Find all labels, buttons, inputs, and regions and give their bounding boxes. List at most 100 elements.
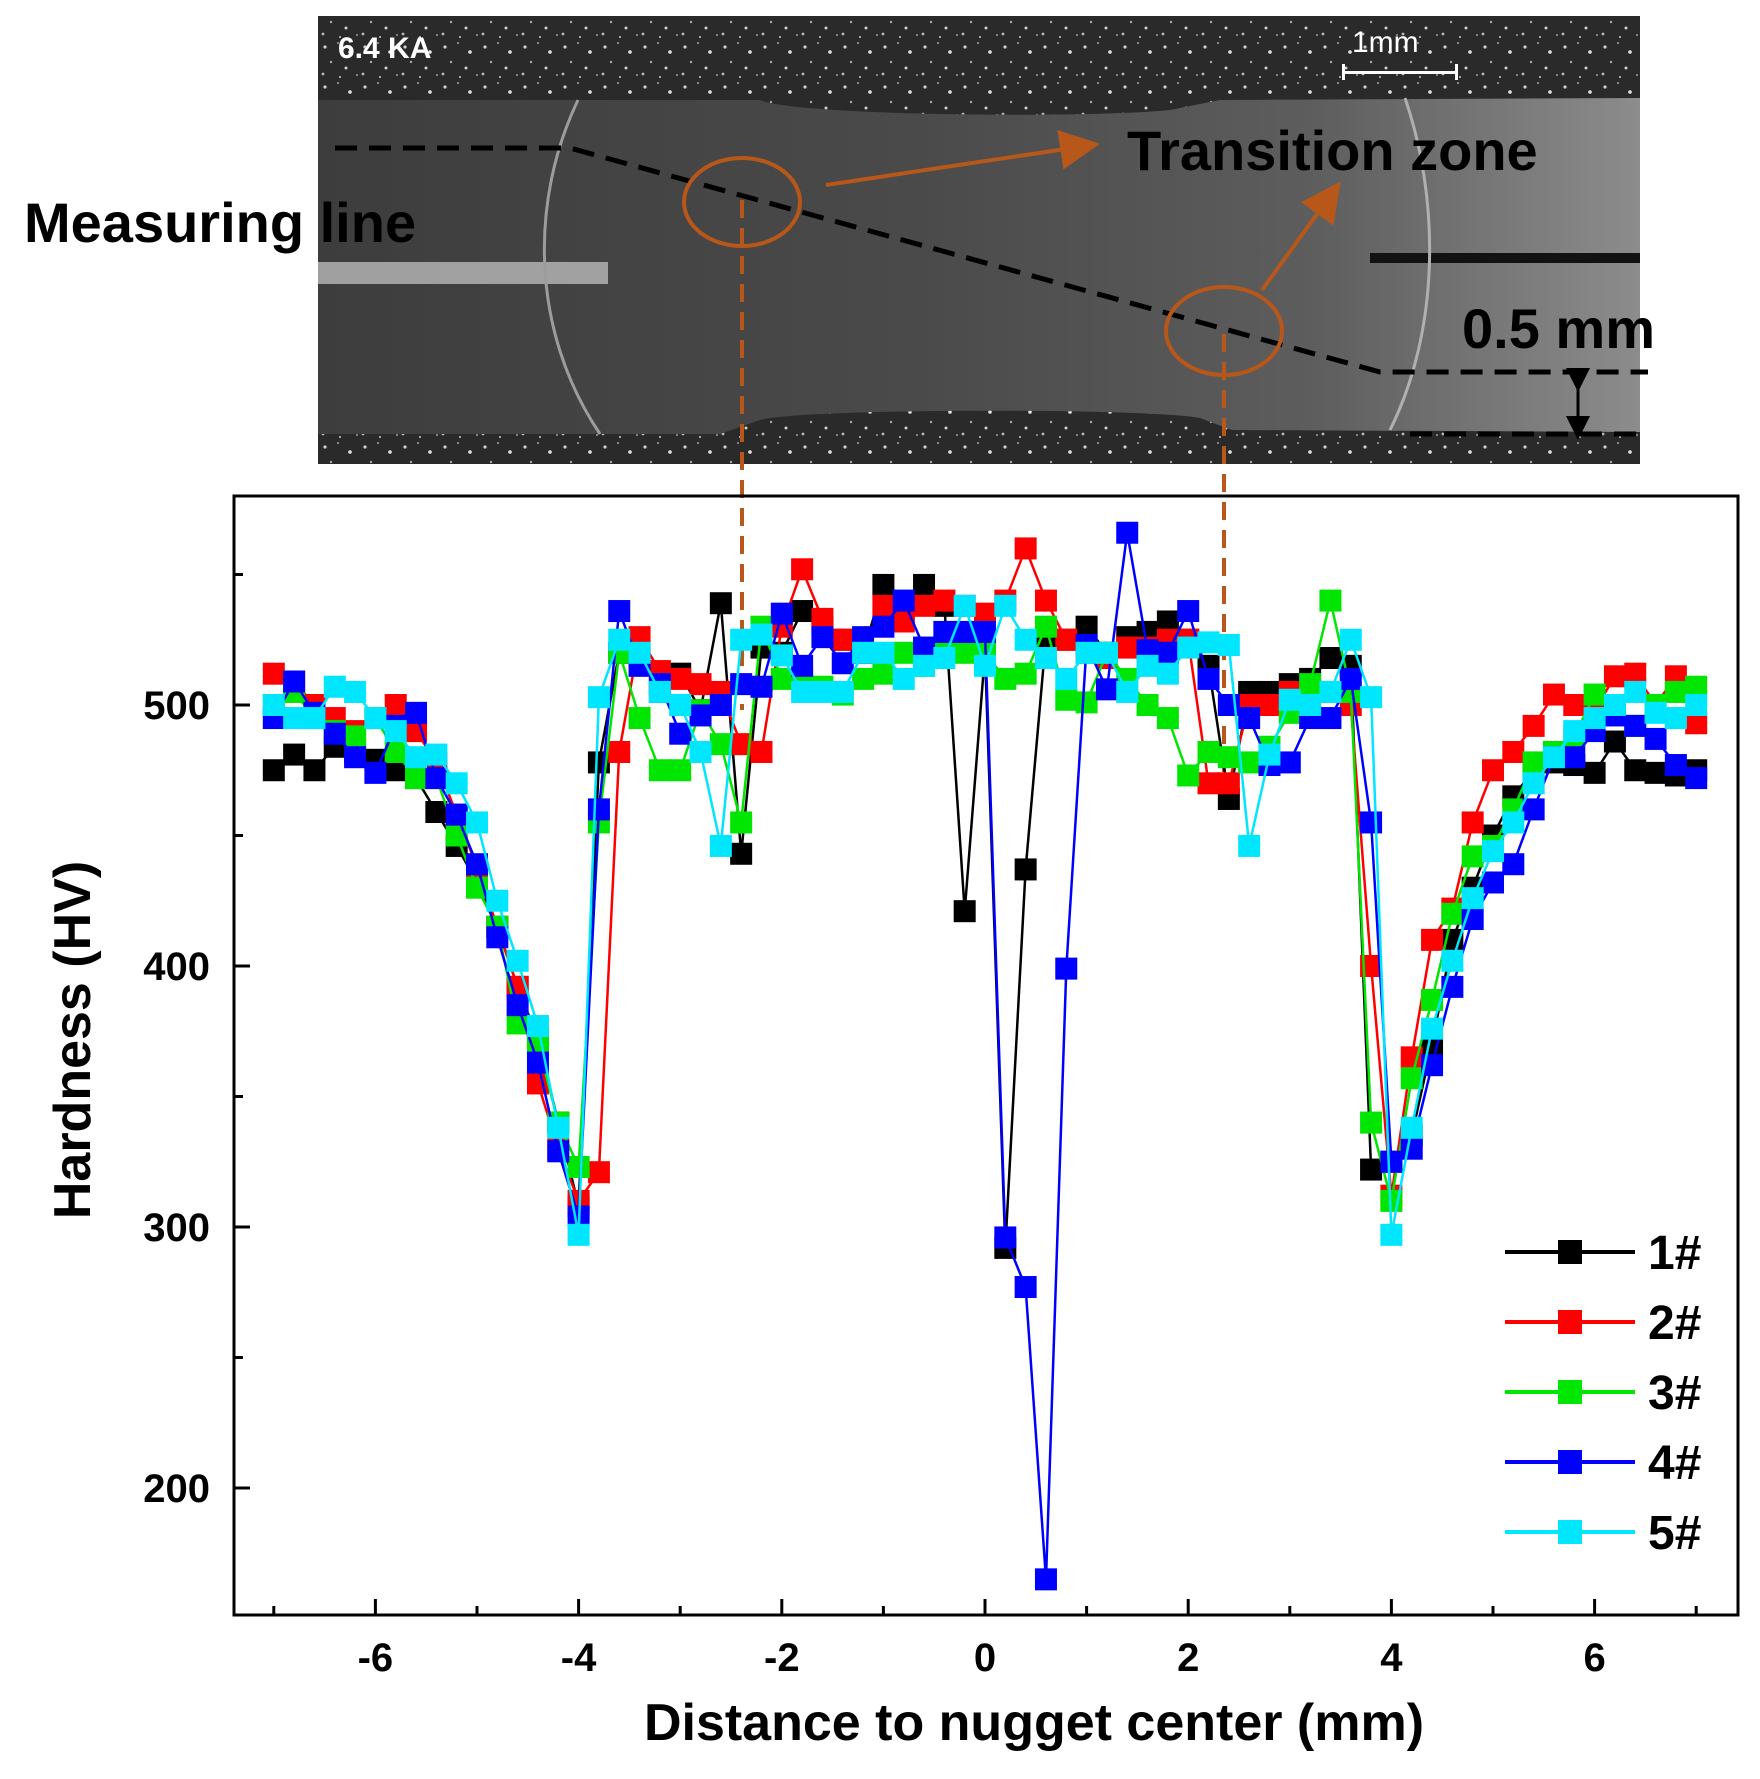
- data-point: [1014, 1276, 1037, 1299]
- data-point: [466, 811, 488, 834]
- data-point: [486, 889, 509, 912]
- data-point: [689, 740, 712, 763]
- data-point: [811, 680, 834, 703]
- data-point: [1522, 714, 1545, 737]
- data-point: [1542, 683, 1565, 706]
- data-point: [669, 759, 692, 782]
- data-point: [994, 1226, 1017, 1249]
- data-point: [974, 654, 996, 677]
- scale-bar-tick-right: [1455, 64, 1458, 80]
- data-point: [1136, 654, 1159, 677]
- data-point: [1522, 772, 1545, 795]
- data-point: [1400, 1046, 1423, 1069]
- data-point: [913, 594, 936, 617]
- data-point: [364, 761, 387, 784]
- data-point: [1197, 740, 1220, 763]
- data-point: [1461, 887, 1484, 910]
- data-point: [1685, 694, 1708, 716]
- data-point: [1177, 636, 1200, 659]
- series-line: [272, 532, 1697, 1580]
- data-point: [1360, 686, 1383, 709]
- data-point: [384, 740, 407, 763]
- scale-bar-tick-left: [1342, 64, 1345, 80]
- data-point: [1217, 746, 1240, 769]
- data-point: [1522, 798, 1545, 821]
- data-point: [1400, 1116, 1423, 1139]
- x-tick-label: 6: [1583, 1636, 1605, 1680]
- data-point: [913, 573, 936, 596]
- data-point: [1603, 730, 1626, 753]
- x-tick-label: -6: [358, 1636, 394, 1680]
- data-point: [892, 641, 915, 664]
- data-point: [1380, 1150, 1403, 1173]
- data-point: [669, 694, 692, 716]
- data-point: [405, 746, 428, 769]
- data-point: [872, 641, 895, 664]
- data-point: [953, 900, 976, 923]
- data-point: [953, 594, 976, 617]
- legend-marker: [1558, 1240, 1582, 1264]
- data-point: [1624, 662, 1647, 685]
- legend-item: 1#: [1505, 1227, 1701, 1280]
- data-point: [1197, 631, 1220, 654]
- data-point: [1644, 761, 1667, 784]
- data-point: [933, 620, 956, 643]
- data-point: [1238, 707, 1261, 730]
- left-fusion-boundary: [542, 99, 602, 435]
- legend-label: 3#: [1648, 1367, 1701, 1420]
- data-point: [1502, 853, 1525, 876]
- data-point: [669, 722, 692, 745]
- data-point: [303, 707, 326, 730]
- data-point: [303, 759, 326, 782]
- legend-item: 3#: [1505, 1367, 1701, 1420]
- scale-label: 1mm: [1352, 26, 1419, 59]
- data-point: [283, 743, 306, 766]
- series-4: [262, 521, 1708, 1591]
- data-point: [1197, 667, 1220, 690]
- data-point: [1603, 665, 1626, 688]
- data-point: [1461, 845, 1484, 868]
- data-point: [1685, 712, 1708, 735]
- data-point: [750, 740, 773, 763]
- data-point: [1482, 840, 1504, 863]
- data-point: [1482, 759, 1504, 782]
- legend-item: 2#: [1505, 1297, 1701, 1350]
- x-tick-label: -2: [764, 1636, 800, 1680]
- data-point: [648, 680, 671, 703]
- data-point: [730, 673, 753, 696]
- data-point: [852, 641, 875, 664]
- data-point: [852, 667, 875, 690]
- data-point: [1116, 521, 1139, 544]
- data-point: [872, 662, 895, 685]
- data-point: [872, 573, 895, 596]
- data-point: [608, 740, 631, 763]
- data-point: [1156, 662, 1179, 685]
- micrograph-image: 6.4 KA 1mm: [318, 16, 1640, 464]
- legend-marker: [1558, 1450, 1582, 1474]
- data-point: [344, 725, 367, 748]
- data-point: [1664, 680, 1687, 703]
- data-point: [1217, 772, 1240, 795]
- y-axis: 200 300 400 500: [143, 573, 250, 1511]
- data-point: [1360, 1158, 1383, 1181]
- measuring-line-label: Measuring line: [24, 191, 416, 254]
- data-point: [1339, 628, 1362, 651]
- data-point: [262, 694, 285, 716]
- data-point: [1278, 751, 1301, 774]
- data-point: [1319, 589, 1342, 612]
- data-point: [1095, 641, 1118, 664]
- data-point: [953, 620, 976, 643]
- data-point: [384, 759, 407, 782]
- right-fusion-boundary: [1388, 97, 1432, 431]
- data-point: [1685, 767, 1708, 790]
- data-point: [405, 767, 428, 790]
- data-point: [567, 1155, 590, 1178]
- data-point: [750, 623, 773, 646]
- data-point: [1034, 1568, 1057, 1591]
- data-point: [323, 675, 346, 698]
- measuring-line: [335, 145, 1648, 375]
- x-axis-label: Distance to nugget center (mm): [644, 1694, 1424, 1752]
- data-point: [1156, 707, 1179, 730]
- data-point: [1055, 667, 1078, 690]
- legend-item: 5#: [1505, 1507, 1701, 1560]
